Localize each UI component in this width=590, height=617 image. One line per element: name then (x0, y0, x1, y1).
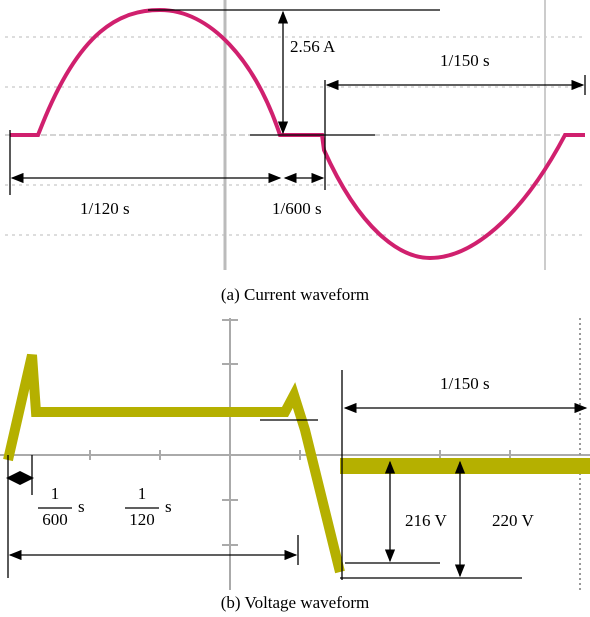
height-label: 2.56 A (290, 37, 336, 56)
caption: (a) Current waveform (221, 285, 369, 304)
figure: 2.56 A 1/150 s 1/120 s 1/600 s (a) Curre… (0, 0, 590, 617)
gap-label: 1/600 s (272, 199, 322, 218)
period-label: 1/150 s (440, 374, 490, 393)
low-label: 216 V (405, 511, 447, 530)
gap-numerator: 1 (51, 484, 60, 503)
current-panel: 2.56 A 1/150 s 1/120 s 1/600 s (a) Curre… (5, 0, 585, 304)
half-numerator: 1 (138, 484, 147, 503)
gap-denominator: 600 (42, 510, 68, 529)
half-denominator: 120 (129, 510, 155, 529)
high-label: 220 V (492, 511, 534, 530)
caption: (b) Voltage waveform (221, 593, 370, 612)
voltage-panel: 1 600 s 1 120 s 1/150 s 216 V 220 V (b) … (0, 318, 590, 612)
voltage-wave (8, 355, 340, 572)
half-label: 1/120 s (80, 199, 130, 218)
half-unit: s (165, 497, 172, 516)
period-label: 1/150 s (440, 51, 490, 70)
gap-unit: s (78, 497, 85, 516)
